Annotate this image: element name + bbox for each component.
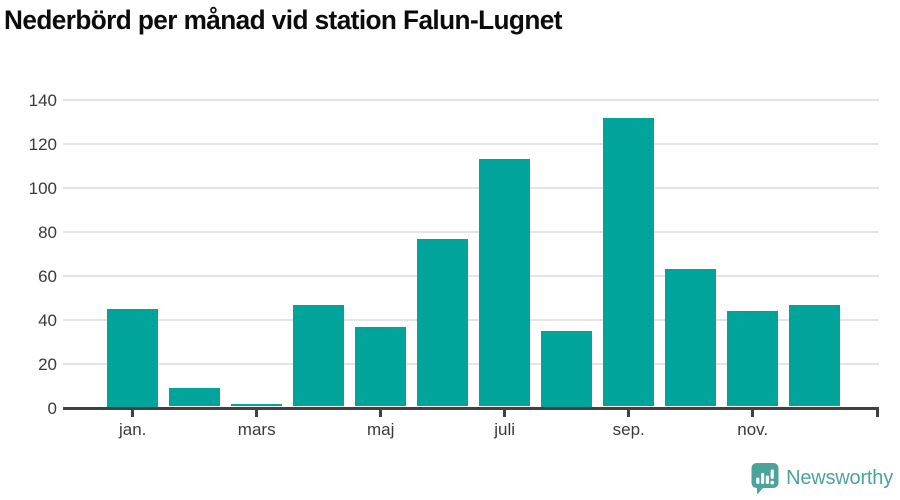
gridline-20 [63, 363, 879, 365]
x-axis-tick-label: maj [366, 420, 395, 439]
gridline-80 [63, 231, 879, 233]
x-axis-tick [255, 409, 259, 417]
bar-aug [541, 331, 593, 407]
chart-title: Nederbörd per månad vid station Falun-Lu… [4, 5, 562, 35]
x-axis-tick-label: juli [494, 420, 516, 439]
y-axis-tick-label: 140 [28, 90, 57, 110]
y-axis-tick-label: 120 [28, 134, 57, 154]
bar-sep [603, 117, 655, 407]
bar-juli [479, 159, 531, 407]
x-axis-tick [751, 409, 755, 417]
x-axis-tick-label: jan. [118, 420, 147, 439]
brand-name: Newsworthy [786, 467, 893, 489]
y-axis-tick-label: 0 [47, 398, 57, 418]
bar-mars [231, 403, 283, 407]
bar-okt [665, 269, 717, 407]
x-axis-tick-label: sep. [612, 420, 645, 439]
bar-nov [727, 311, 779, 407]
bar-dec [789, 304, 841, 407]
bar-jan [107, 309, 159, 407]
bar-feb [169, 388, 221, 407]
bar-maj [355, 326, 407, 407]
x-axis-tick [379, 409, 383, 417]
newsworthy-logo-icon [751, 463, 779, 495]
gridline-120 [63, 143, 879, 145]
x-axis-tick [627, 409, 631, 417]
y-axis-tick-label: 100 [28, 178, 57, 198]
x-axis-tick [131, 409, 135, 417]
bar-apr [293, 304, 345, 407]
gridline-140 [63, 99, 879, 101]
y-axis-tick-label: 80 [38, 222, 57, 242]
brand-footer: Newsworthy [750, 462, 893, 495]
x-axis-tick-label: mars [237, 420, 276, 439]
x-axis-tick-label: nov. [737, 420, 769, 439]
bar-juni [417, 238, 469, 407]
x-axis-line [63, 406, 879, 410]
gridline-60 [63, 275, 879, 277]
gridline-100 [63, 187, 879, 189]
y-axis-tick-label: 40 [38, 310, 57, 330]
y-axis-tick-label: 20 [38, 354, 57, 374]
x-axis-end-cap [876, 407, 879, 417]
x-axis-tick [503, 409, 507, 417]
y-axis-tick-label: 60 [38, 266, 57, 286]
gridline-40 [63, 319, 879, 321]
